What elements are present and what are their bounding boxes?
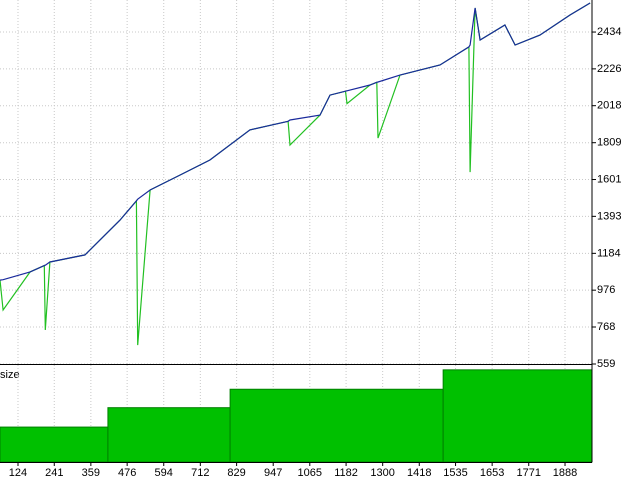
x-tick-label: 712 xyxy=(191,467,209,479)
x-tick-label: 594 xyxy=(155,467,173,479)
y-tick-label: 1809 xyxy=(597,137,621,149)
panel-title: size xyxy=(0,369,20,381)
step-bar xyxy=(0,426,109,463)
x-tick-label: 1418 xyxy=(407,467,431,479)
step-bar xyxy=(442,369,593,463)
y-tick-label: 976 xyxy=(597,284,615,296)
y-tick-label: 2018 xyxy=(597,100,621,112)
y-tick-label: 1393 xyxy=(597,210,621,222)
y-tick-label: 2226 xyxy=(597,63,621,75)
x-tick-label: 124 xyxy=(9,467,27,479)
y-tick-label: 559 xyxy=(597,358,615,370)
x-tick-label: 1653 xyxy=(480,467,504,479)
x-tick-label: 1182 xyxy=(334,467,358,479)
x-tick-label: 829 xyxy=(227,467,245,479)
y-tick-label: 1184 xyxy=(597,247,621,259)
x-tick-label: 1771 xyxy=(516,467,540,479)
x-tick-label: 1888 xyxy=(553,467,577,479)
y-tick-label: 2434 xyxy=(597,26,621,38)
step-bar xyxy=(107,407,231,463)
x-tick-label: 241 xyxy=(45,467,63,479)
y-tick-label: 768 xyxy=(597,321,615,333)
y-tick-label: 1601 xyxy=(597,173,621,185)
x-tick-label: 359 xyxy=(82,467,100,479)
step-bar xyxy=(229,388,444,463)
x-tick-label: 1065 xyxy=(298,467,322,479)
x-tick-label: 476 xyxy=(118,467,136,479)
x-tick-label: 947 xyxy=(264,467,282,479)
x-tick-label: 1535 xyxy=(443,467,467,479)
series-line xyxy=(0,2,591,281)
x-tick-label: 1300 xyxy=(370,467,394,479)
